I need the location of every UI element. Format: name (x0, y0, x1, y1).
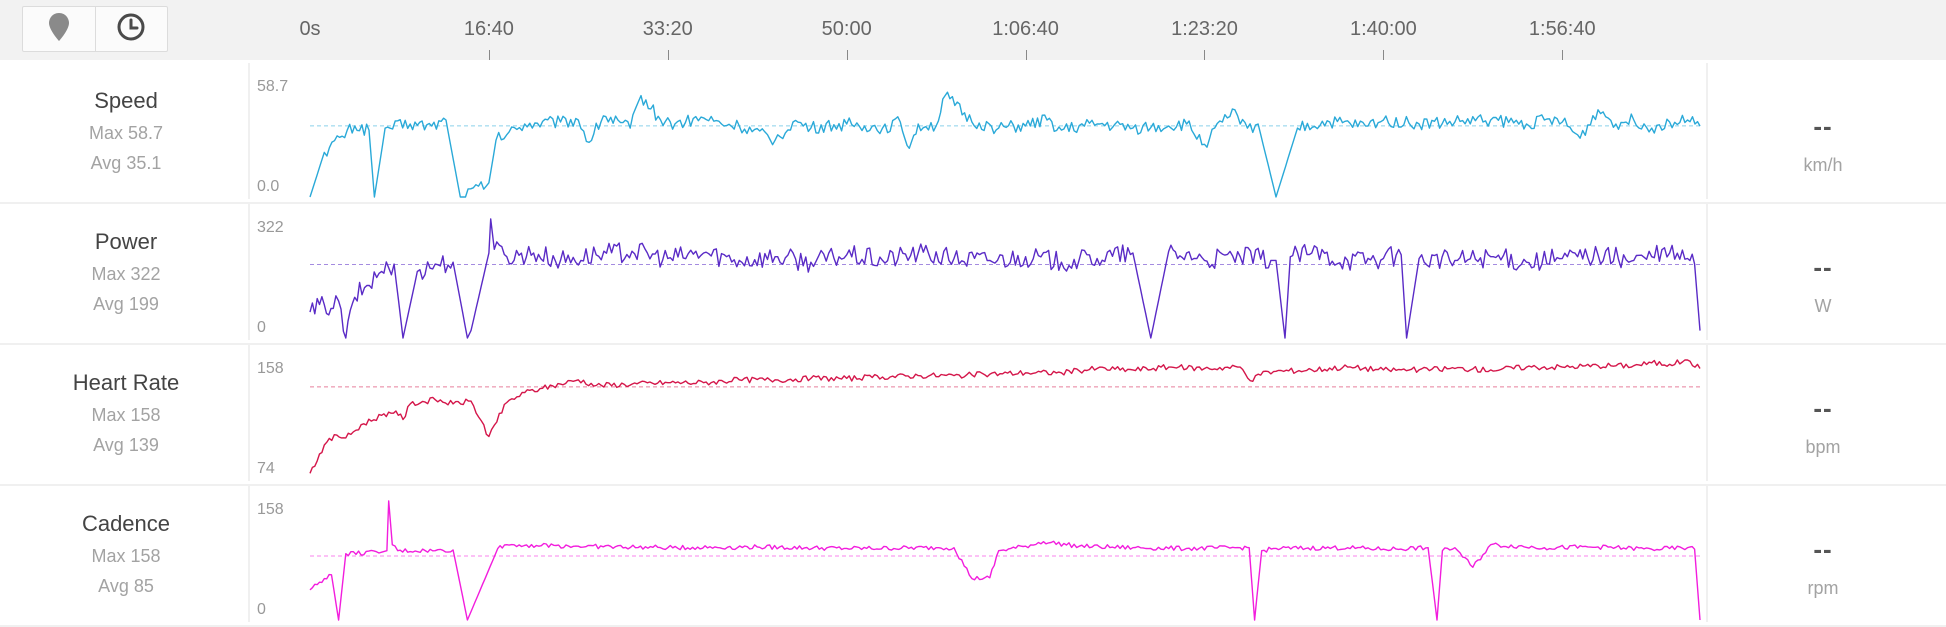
time-tick-label: 0s (299, 18, 320, 41)
map-pin-icon (48, 12, 70, 47)
series-line-speed (310, 92, 1700, 197)
metric-chart (0, 63, 1946, 204)
metric-chart (0, 345, 1946, 486)
metric-chart (0, 486, 1946, 627)
time-tick-mark (1204, 50, 1205, 60)
series-line-heart-rate (310, 360, 1700, 473)
time-tick-label: 1:06:40 (992, 18, 1059, 41)
time-tick-mark (489, 50, 490, 60)
time-tick-label: 16:40 (464, 18, 514, 41)
metric-chart (0, 204, 1946, 345)
time-tick-mark (1383, 50, 1384, 60)
series-line-cadence (310, 501, 1700, 620)
time-tick-mark (1026, 50, 1027, 60)
time-tick-mark (668, 50, 669, 60)
series-line-power (310, 219, 1700, 338)
time-tick-label: 1:56:40 (1529, 18, 1596, 41)
clock-icon (116, 12, 146, 47)
map-view-button[interactable] (23, 7, 96, 51)
time-tick-label: 1:23:20 (1171, 18, 1238, 41)
time-tick-mark (1562, 50, 1563, 60)
time-tick-label: 33:20 (643, 18, 693, 41)
time-view-button[interactable] (95, 7, 167, 51)
time-tick-label: 50:00 (822, 18, 872, 41)
time-tick-label: 1:40:00 (1350, 18, 1417, 41)
timeline-header: 0s 16:40 33:20 50:00 1:06:40 1:23:20 1:40:00 1:… (0, 0, 1946, 60)
time-tick-mark (847, 50, 848, 60)
view-toggle-group (22, 6, 168, 52)
